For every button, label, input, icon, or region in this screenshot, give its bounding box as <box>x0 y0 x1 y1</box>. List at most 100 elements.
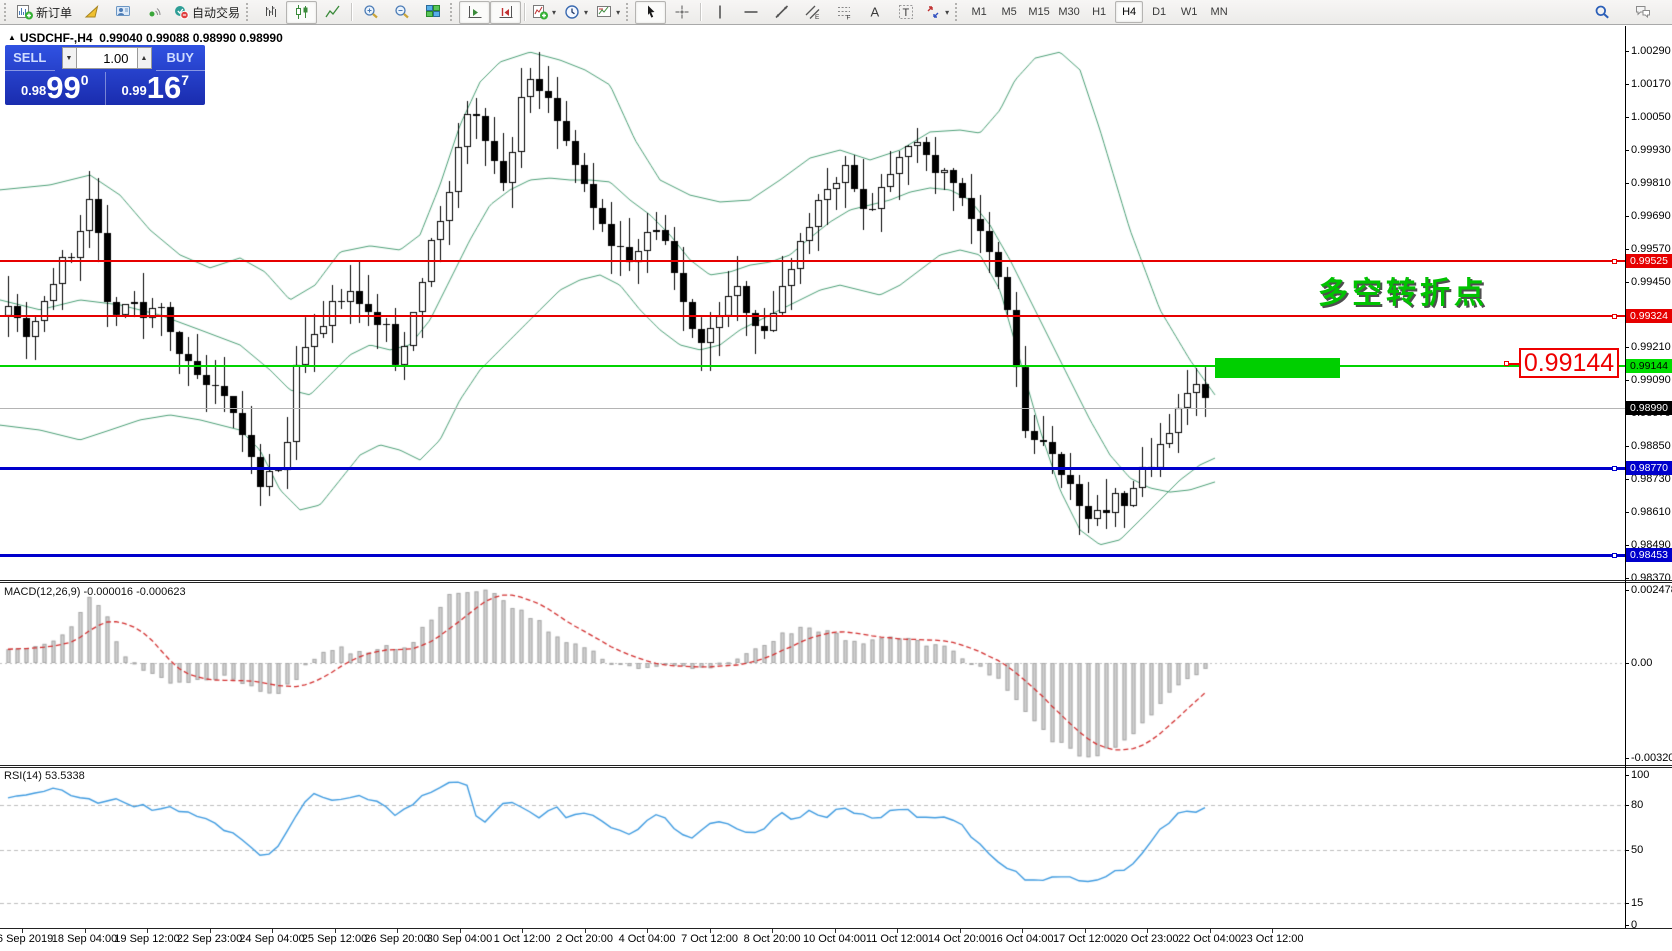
level-endpoint-handle[interactable] <box>1612 259 1617 264</box>
macd-tick-label: 0.002478 <box>1631 583 1672 596</box>
search-button[interactable] <box>1586 1 1617 24</box>
timeframe-w1-button[interactable]: W1 <box>1180 6 1198 18</box>
trendline-button[interactable] <box>766 1 797 24</box>
chart-title: ▲ USDCHF-,H4 0.99040 0.99088 0.98990 0.98… <box>8 31 283 45</box>
signal-icon <box>149 8 161 17</box>
level-endpoint-handle[interactable] <box>1612 466 1617 471</box>
price-axis-tag: 0.99144 <box>1626 359 1672 373</box>
price-chart-canvas[interactable] <box>0 26 1625 580</box>
sell-price-big: 99 <box>46 70 81 105</box>
gold-icon <box>84 5 98 18</box>
price-tick-mark <box>1625 282 1629 283</box>
price-axis-line[interactable] <box>1625 26 1626 928</box>
horizontal-line-button[interactable] <box>735 1 766 24</box>
timeframe-mn-button[interactable]: MN <box>1210 6 1228 18</box>
tile-windows-button[interactable] <box>417 1 448 24</box>
buy-price[interactable]: 0.99 16 7 <box>106 72 206 105</box>
horizontal-level-line[interactable] <box>0 554 1625 557</box>
horizontal-level-line[interactable] <box>0 260 1625 262</box>
indicators-button[interactable]: ▾ <box>528 1 560 24</box>
macd-tick-mark <box>1625 663 1629 664</box>
zoom-in-button[interactable] <box>355 1 386 24</box>
timeframe-h1-button[interactable]: H1 <box>1092 6 1107 18</box>
date-label: 30 Sep 04:00 <box>426 933 493 945</box>
candles-icon <box>295 5 308 19</box>
main-toolbar: 新订单 自动交易 ▾ ▾ ▾ E F A T ▾ M1 M5 M15 M30 H1 H4 D1 W1 MN <box>0 0 1672 25</box>
bar-chart-button[interactable] <box>255 1 286 24</box>
price-tick-label: 0.98850 <box>1631 440 1671 453</box>
equidistant-channel-button[interactable]: E <box>797 1 828 24</box>
new-order-button[interactable]: 新订单 <box>13 1 76 24</box>
svg-text:F: F <box>846 15 850 21</box>
sell-price[interactable]: 0.98 99 0 <box>5 72 106 105</box>
rsi-tick-label: 15 <box>1631 896 1644 909</box>
horizontal-level-line[interactable] <box>0 365 1625 367</box>
macd-panel-canvas[interactable] <box>0 583 1625 765</box>
volume-decrease-button[interactable]: ▼ <box>61 47 77 69</box>
fibonacci-retracement-button[interactable]: F <box>828 1 859 24</box>
channel-icon: E <box>805 5 820 20</box>
timeframe-h4-button[interactable]: H4 <box>1115 1 1144 23</box>
macd-panel-divider[interactable] <box>0 580 1672 583</box>
autotrading-button[interactable]: 自动交易 <box>169 1 244 24</box>
date-tick-mark <box>1022 929 1023 933</box>
horizontal-level-line[interactable] <box>0 467 1625 470</box>
layouts-button[interactable] <box>76 1 107 24</box>
level-endpoint-handle[interactable] <box>1612 314 1617 319</box>
timeframe-m1-button[interactable]: M1 <box>971 6 987 18</box>
text-button[interactable]: A <box>859 1 890 24</box>
timeframe-m30-button[interactable]: M30 <box>1058 6 1080 18</box>
date-label: 14 Oct 20:00 <box>928 933 991 945</box>
price-callout-box[interactable]: 0.99144 <box>1519 348 1619 378</box>
rsi-panel-divider[interactable] <box>0 765 1672 768</box>
arrows-button[interactable]: ▾ <box>921 1 953 24</box>
highlight-rectangle[interactable] <box>1215 358 1340 378</box>
callout-anchor-handle[interactable] <box>1504 361 1509 366</box>
buy-price-pip: 7 <box>181 72 190 88</box>
navigator-button[interactable] <box>107 1 138 24</box>
dropdown-arrow-icon: ▾ <box>945 7 950 17</box>
periods-button[interactable]: ▾ <box>560 1 592 24</box>
chart-shift-button[interactable] <box>490 0 522 24</box>
candlestick-chart-button[interactable] <box>286 0 318 24</box>
text-label-button[interactable]: T <box>890 1 921 24</box>
autotrading-label: 自动交易 <box>192 5 241 20</box>
zoom-out-button[interactable] <box>386 1 417 24</box>
rsi-label: RSI(14) 53.5338 <box>4 770 85 782</box>
price-tick-label: 0.98610 <box>1631 506 1671 519</box>
price-tick-label: 0.99570 <box>1631 242 1671 255</box>
templates-button[interactable]: ▾ <box>592 1 624 24</box>
ohlc-values: 0.99040 0.99088 0.98990 0.98990 <box>99 31 283 45</box>
date-label: 22 Oct 04:00 <box>1178 933 1241 945</box>
volume-increase-button[interactable]: ▲ <box>136 47 152 69</box>
volume-input[interactable] <box>76 47 137 69</box>
cursor-button[interactable] <box>635 0 667 24</box>
chart-annotation-text[interactable]: 多空转折点 <box>1318 277 1488 310</box>
fibo-icon: F <box>837 7 850 21</box>
date-label: 1 Oct 12:00 <box>493 933 551 945</box>
level-endpoint-handle[interactable] <box>1612 553 1617 558</box>
date-tick-mark <box>1210 929 1211 933</box>
auto-scroll-button[interactable] <box>459 0 491 24</box>
rsi-panel-canvas[interactable] <box>0 768 1625 928</box>
line-chart-button[interactable] <box>317 1 348 24</box>
crosshair-button[interactable] <box>666 1 697 24</box>
chat-button[interactable] <box>1627 1 1658 24</box>
date-label: 24 Sep 04:00 <box>239 933 305 945</box>
timeframe-m5-button[interactable]: M5 <box>1001 6 1017 18</box>
collapse-panel-icon[interactable]: ▲ <box>8 33 16 42</box>
vertical-line-button[interactable] <box>704 1 735 24</box>
price-tick-mark <box>1625 380 1629 381</box>
signals-button[interactable] <box>138 1 169 24</box>
horizontal-level-line[interactable] <box>0 315 1625 317</box>
price-tick-label: 0.99090 <box>1631 374 1671 387</box>
sell-button[interactable]: SELL <box>5 45 55 71</box>
date-label: 2 Oct 20:00 <box>556 933 613 945</box>
timeframe-d1-button[interactable]: D1 <box>1152 6 1167 18</box>
date-tick-mark <box>522 929 523 933</box>
date-tick-mark <box>210 929 211 933</box>
timeframe-m15-button[interactable]: M15 <box>1028 6 1050 18</box>
buy-price-big: 16 <box>146 70 182 105</box>
buy-button[interactable]: BUY <box>155 45 205 71</box>
